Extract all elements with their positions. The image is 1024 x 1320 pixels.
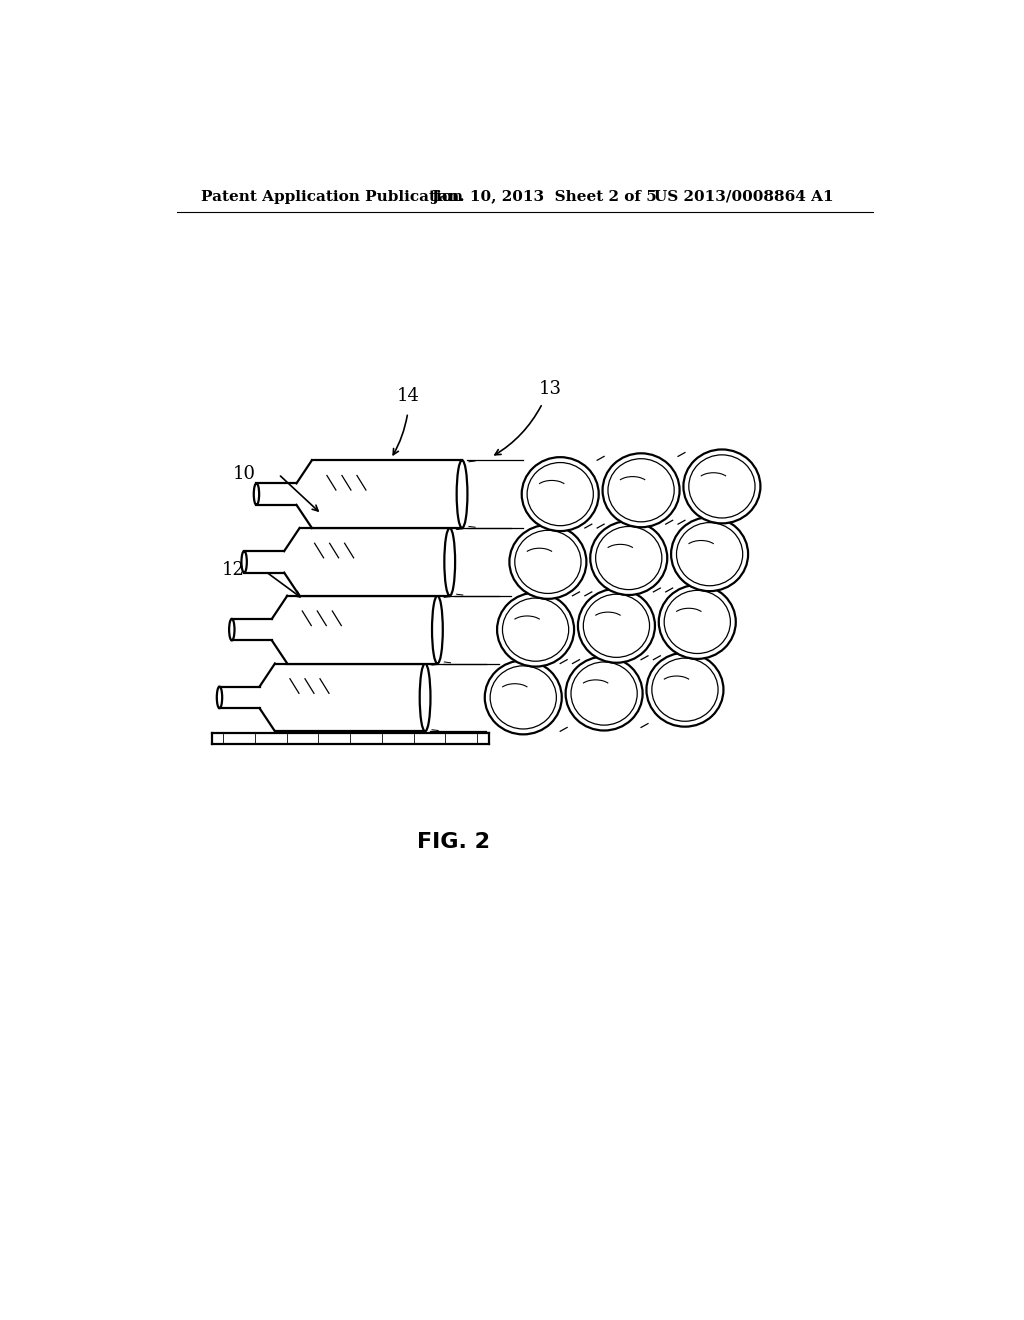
Ellipse shape (565, 656, 643, 730)
Polygon shape (312, 461, 462, 528)
Ellipse shape (578, 589, 655, 663)
Polygon shape (288, 595, 437, 664)
Ellipse shape (217, 686, 222, 708)
Ellipse shape (515, 531, 581, 594)
Ellipse shape (689, 455, 755, 517)
Ellipse shape (596, 527, 662, 590)
Ellipse shape (665, 590, 730, 653)
Ellipse shape (646, 653, 724, 726)
Ellipse shape (571, 663, 637, 725)
Text: 10: 10 (232, 465, 255, 483)
Ellipse shape (584, 594, 649, 657)
Ellipse shape (608, 458, 674, 521)
Ellipse shape (527, 462, 593, 525)
Ellipse shape (490, 665, 556, 729)
Text: 12: 12 (221, 561, 245, 579)
Ellipse shape (671, 517, 749, 591)
Ellipse shape (652, 659, 718, 721)
Ellipse shape (602, 453, 680, 527)
Ellipse shape (497, 593, 574, 667)
Ellipse shape (683, 449, 761, 524)
Ellipse shape (521, 457, 599, 531)
Text: US 2013/0008864 A1: US 2013/0008864 A1 (654, 190, 834, 203)
Ellipse shape (503, 598, 568, 661)
Ellipse shape (677, 523, 742, 586)
Polygon shape (300, 528, 450, 595)
Ellipse shape (420, 664, 430, 731)
Text: FIG. 2: FIG. 2 (418, 832, 490, 853)
Text: 13: 13 (539, 380, 562, 399)
Text: 14: 14 (396, 387, 419, 404)
Polygon shape (274, 664, 425, 731)
Ellipse shape (254, 483, 259, 506)
Ellipse shape (444, 528, 455, 595)
Ellipse shape (457, 461, 467, 528)
Text: Patent Application Publication: Patent Application Publication (202, 190, 464, 203)
Ellipse shape (229, 619, 234, 640)
Ellipse shape (509, 525, 587, 599)
Ellipse shape (484, 660, 562, 734)
Ellipse shape (658, 585, 736, 659)
Ellipse shape (432, 595, 442, 664)
Ellipse shape (242, 552, 247, 573)
Text: Jan. 10, 2013  Sheet 2 of 5: Jan. 10, 2013 Sheet 2 of 5 (431, 190, 656, 203)
Ellipse shape (590, 521, 668, 595)
